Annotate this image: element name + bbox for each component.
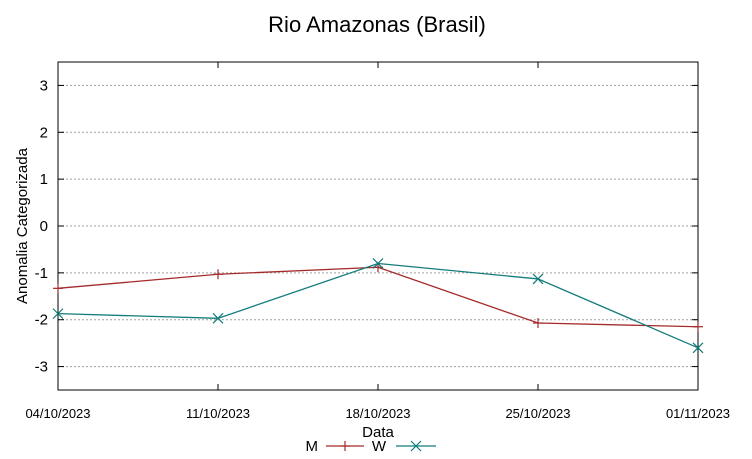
data-point-w [52,308,64,320]
data-point-m [53,283,63,294]
data-point-w [212,312,224,324]
x-tick-label: 04/10/2023 [25,406,90,421]
y-axis-label: Anomalia Categorizada [14,147,31,304]
y-tick-label: -1 [35,265,48,282]
y-tick-label: -3 [35,359,48,376]
y-tick-label: 2 [40,124,48,141]
data-point-w [692,342,704,354]
data-point-w [372,258,384,269]
legend-marker-m [340,441,350,451]
y-axis-ticks: 3 2 1 0 -1 -2 -3 [35,77,698,376]
marker-stroke [212,312,224,324]
y-tick-label: 3 [40,77,48,94]
x-axis-label: Data [362,424,394,441]
y-tick-label: -2 [35,312,48,329]
chart-title: Rio Amazonas (Brasil) [268,12,486,37]
marker-stroke [532,273,544,285]
x-tick-label: 25/10/2023 [505,406,570,421]
x-tick-label: 11/10/2023 [186,406,250,421]
data-point-m [213,269,223,280]
series-line-m [57,266,699,328]
legend-marker-w [410,440,422,452]
data-point-w [532,273,544,285]
legend-label-m: M [306,438,319,455]
marker-stroke [692,342,704,354]
y-tick-label: 0 [40,218,48,235]
x-tick-label: 18/10/2023 [345,406,410,421]
legend-label-w: W [372,438,387,455]
x-axis-ticks: 04/10/2023 11/10/2023 18/10/2023 25/10/2023… [25,62,730,421]
series-line-w [57,262,699,349]
marker-stroke [410,440,422,452]
grid-lines [58,84,698,368]
marker-stroke [372,258,384,269]
series-layer [52,258,704,354]
x-tick-label: 01/11/2023 [666,406,730,421]
y-tick-label: 1 [40,171,48,188]
data-point-m [533,317,543,328]
marker-stroke [52,308,64,320]
data-point-m [693,321,703,332]
